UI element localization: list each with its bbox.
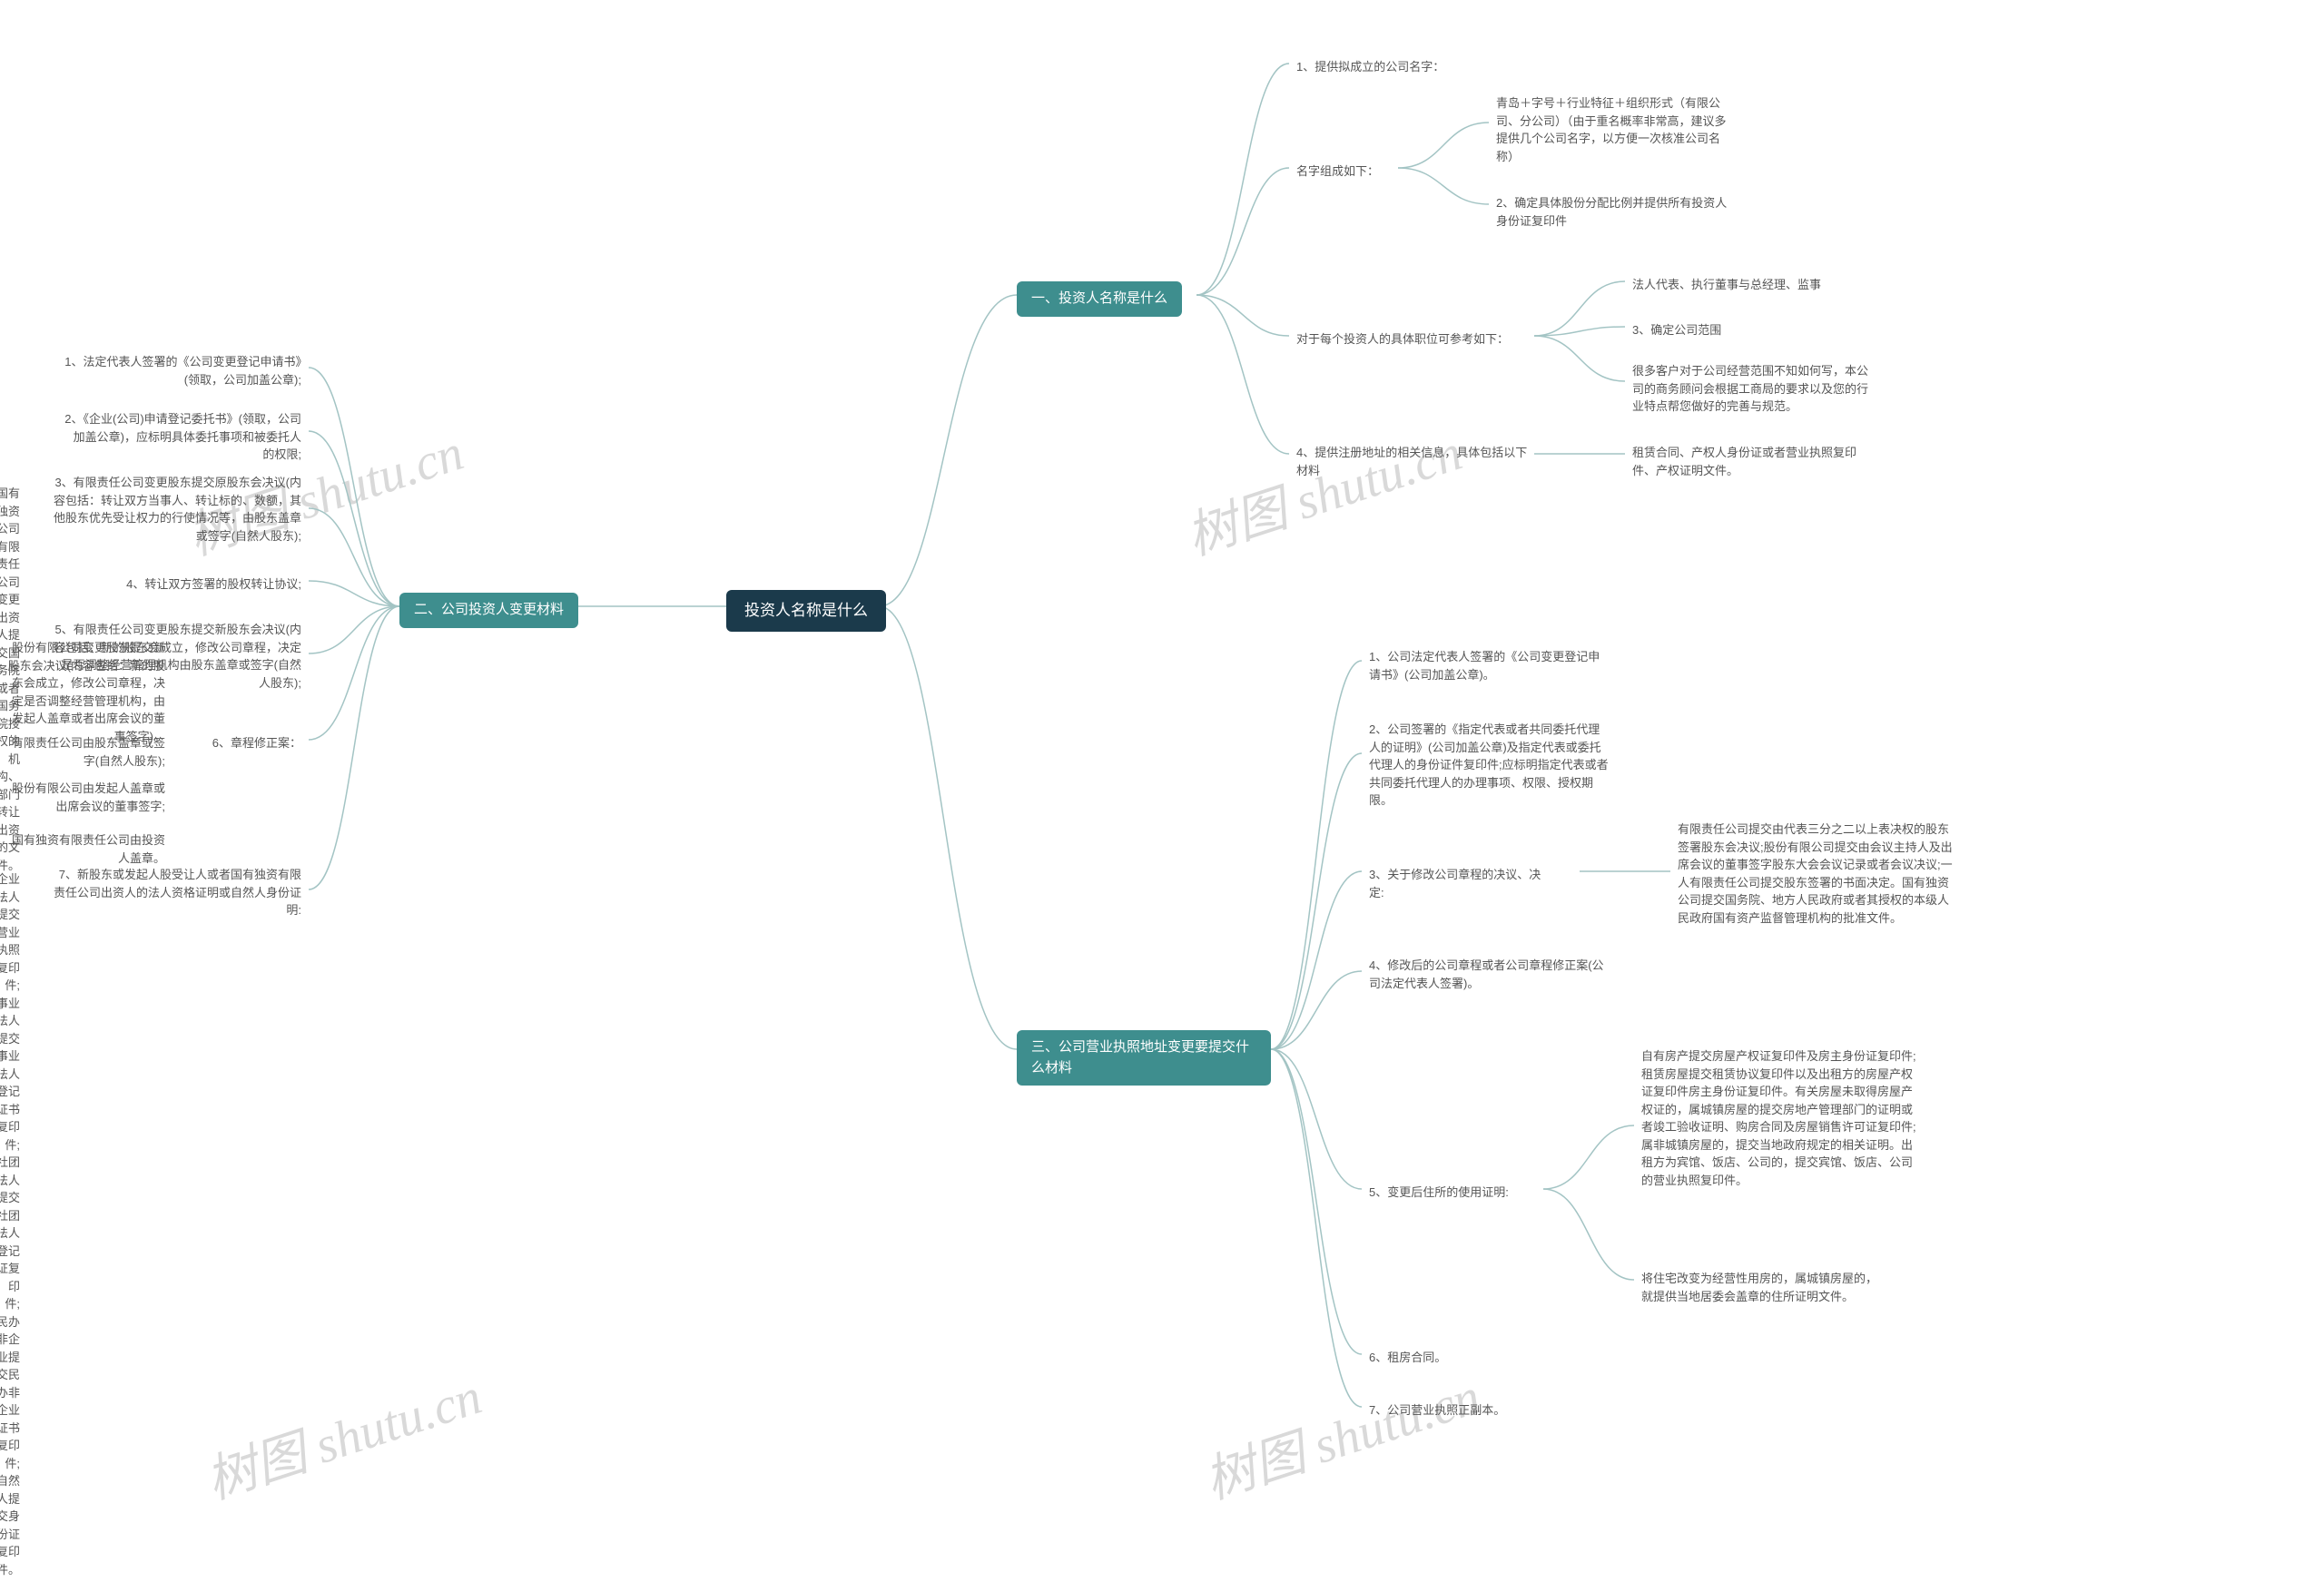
branch-1: 一、投资人名称是什么 <box>1017 281 1182 317</box>
leaf-2-6-4: 国有独资有限责任公司由投资人盖章。 <box>0 828 172 870</box>
leaf-3-5-2: 将住宅改变为经营性用房的，属城镇房屋的，就提供当地居委会盖章的住所证明文件。 <box>1634 1266 1888 1309</box>
leaf-2-6-3: 股份有限公司由发起人盖章或出席会议的董事签字; <box>0 776 172 819</box>
leaf-1-2-1: 青岛＋字号＋行业特征＋组织形式（有限公司、分公司）（由于重名概率非常高，建议多提… <box>1489 91 1743 169</box>
watermark: 树图 shutu.cn <box>1194 1355 1488 1513</box>
leaf-1-3-3: 很多客户对于公司经营范围不知如何写，本公司的商务顾问会根据工商局的要求以及您的行… <box>1625 359 1879 419</box>
connector-layer <box>0 0 2324 1536</box>
leaf-1-3-2: 3、确定公司范围 <box>1625 318 1728 343</box>
leaf-1-2: 名字组成如下： <box>1289 159 1386 184</box>
branch-3: 三、公司营业执照地址变更要提交什么材料 <box>1017 1030 1271 1086</box>
leaf-3-2: 2、公司签署的《指定代表或者共同委托代理人的证明》(公司加盖公章)及指定代表或委… <box>1362 717 1616 813</box>
leaf-3-3-1: 有限责任公司提交由代表三分之二以上表决权的股东签署股东会决议;股份有限公司提交由… <box>1670 817 1961 930</box>
root-node: 投资人名称是什么 <box>726 590 886 632</box>
leaf-1-2-2: 2、确定具体股份分配比例并提供所有投资人身份证复印件 <box>1489 191 1743 233</box>
leaf-1-1: 1、提供拟成立的公司名字： <box>1289 54 1452 80</box>
leaf-2-2: 2、《企业(公司)申请登记委托书》(领取，公司加盖公章)，应标明具体委托事项和被… <box>54 407 309 467</box>
leaf-2-6: 6、章程修正案： <box>205 731 309 756</box>
leaf-2-6-2: 有限责任公司由股东盖章或签字(自然人股东); <box>0 731 172 773</box>
leaf-3-6: 6、租房合同。 <box>1362 1345 1453 1371</box>
leaf-2-4: 4、转让双方签署的股权转让协议; <box>119 572 309 597</box>
leaf-1-3-1: 法人代表、执行董事与总经理、监事 <box>1625 272 1828 298</box>
leaf-3-3: 3、关于修改公司章程的决议、决定: <box>1362 862 1561 905</box>
leaf-1-3: 对于每个投资人的具体职位可参考如下： <box>1289 327 1516 352</box>
watermark: 树图 shutu.cn <box>195 1355 489 1513</box>
leaf-1-4-1: 租赁合同、产权人身份证或者营业执照复印件、产权证明文件。 <box>1625 440 1879 483</box>
leaf-2-1: 1、法定代表人签署的《公司变更登记申请书》(领取，公司加盖公章); <box>54 349 309 392</box>
leaf-2-3: 3、有限责任公司变更股东提交原股东会决议(内容包括：转让双方当事人、转让标的、数… <box>45 470 309 548</box>
leaf-3-5: 5、变更后住所的使用证明: <box>1362 1180 1516 1205</box>
leaf-3-5-1: 自有房产提交房屋产权证复印件及房主身份证复印件;租赁房屋提交租赁协议复印件以及出… <box>1634 1044 1925 1193</box>
leaf-3-7: 7、公司营业执照正副本。 <box>1362 1398 1512 1423</box>
leaf-3-4: 4、修改后的公司章程或者公司章程修正案(公司法定代表人签署)。 <box>1362 953 1616 996</box>
leaf-2-7-1: 企业法人提交营业执照复印件;事业法人提交事业法人登记证书复印件;社团法人提交社团… <box>0 867 27 1582</box>
leaf-1-4: 4、提供注册地址的相关信息，具体包括以下材料 <box>1289 440 1543 483</box>
branch-2: 二、公司投资人变更材料 <box>399 593 578 628</box>
mindmap-canvas: 树图 shutu.cn 树图 shutu.cn 树图 shutu.cn 树图 s… <box>0 0 2324 1536</box>
leaf-2-7: 7、新股东或发起人股受让人或者国有独资有限责任公司出资人的法人资格证明或自然人身… <box>45 862 309 923</box>
leaf-3-1: 1、公司法定代表人签署的《公司变更登记申请书》(公司加盖公章)。 <box>1362 644 1616 687</box>
watermark: 树图 shutu.cn <box>1176 411 1470 569</box>
